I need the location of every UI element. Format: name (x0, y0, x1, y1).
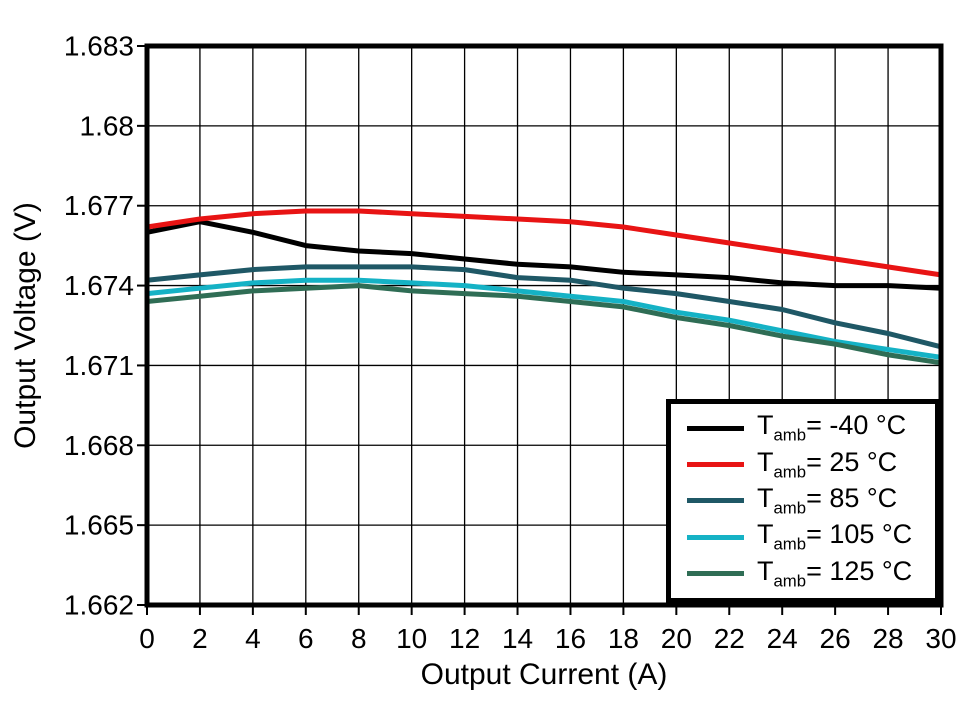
x-tick-label: 8 (351, 623, 367, 654)
y-axis-title: Output Voltage (V) (9, 202, 42, 449)
legend-label: Tamb= 25 °C (757, 446, 898, 481)
x-tick-label: 14 (502, 623, 533, 654)
legend-item-3: Tamb= 105 °C (687, 521, 931, 553)
x-tick-label: 28 (872, 623, 903, 654)
legend-swatch-line (687, 571, 744, 577)
y-tick-label: 1.683 (64, 31, 134, 62)
y-tick-label: 1.668 (64, 430, 134, 461)
legend-swatch-line (687, 462, 744, 468)
x-tick-label: 26 (820, 623, 851, 654)
y-tick-label: 1.662 (64, 590, 134, 621)
plot-border (144, 43, 944, 608)
x-tick-label: 24 (767, 623, 798, 654)
x-tick-label: 20 (661, 623, 692, 654)
x-tick-label: 6 (298, 623, 314, 654)
x-tick-label: 22 (714, 623, 745, 654)
x-tick-label: 0 (139, 623, 155, 654)
y-tick-label: 1.665 (64, 510, 134, 541)
legend-label: Tamb= 125 °C (757, 555, 913, 590)
x-tick-label: 16 (555, 623, 586, 654)
y-tick-label: 1.671 (64, 350, 134, 381)
legend: Tamb= -40 °C Tamb= 25 °C Tamb= 85 °C Tamb= … (666, 399, 940, 603)
y-tick-label: 1.674 (64, 270, 134, 301)
x-tick-label: 30 (925, 623, 956, 654)
legend-swatch-line (687, 425, 744, 431)
legend-label: Tamb= 105 °C (757, 519, 913, 554)
legend-label: Tamb= 85 °C (757, 482, 898, 518)
legend-swatch-line (687, 534, 744, 540)
x-tick-label: 10 (396, 623, 427, 654)
x-tick-label: 12 (449, 623, 480, 654)
legend-item-1: Tamb= 25 °C (687, 446, 931, 481)
x-tick-label: 4 (245, 623, 261, 654)
legend-item-4: Tamb= 125 °C (687, 555, 931, 590)
legend-label: Tamb= -40 °C (757, 410, 907, 445)
legend-swatch-line (687, 498, 744, 504)
curve-series-0 (146, 219, 942, 291)
curve-series-2 (146, 264, 942, 350)
y-tick-label: 1.677 (64, 190, 134, 221)
curve-series-4 (146, 283, 942, 366)
legend-item-2: Tamb= 85 °C (687, 482, 931, 518)
x-axis-title: Output Current (A) (420, 658, 668, 691)
legend-item-0: Tamb= -40 °C (687, 412, 931, 444)
x-tick-label: 18 (608, 623, 639, 654)
x-tick-label: 2 (192, 623, 208, 654)
curve-series-1 (146, 208, 942, 278)
curve-series-3 (146, 277, 942, 360)
y-tick-label: 1.68 (80, 110, 135, 141)
